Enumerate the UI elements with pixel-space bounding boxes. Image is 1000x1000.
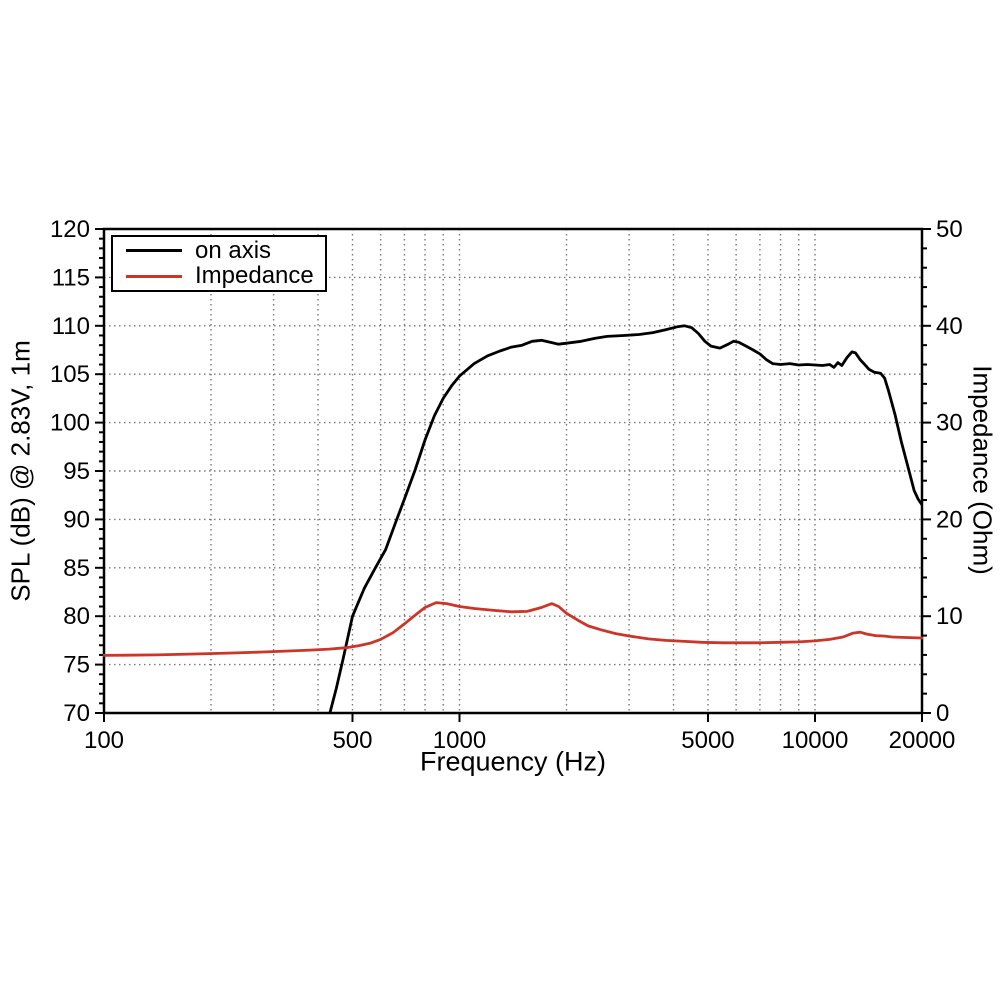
y-right-tick-label: 50 <box>936 216 963 243</box>
y-left-tick-label: 75 <box>63 652 90 679</box>
y-left-tick-label: 115 <box>52 264 90 291</box>
y-left-tick-label: 120 <box>50 216 90 243</box>
y-right-tick-label: 0 <box>936 700 949 727</box>
y-left-tick-label: 105 <box>50 361 90 388</box>
legend-label-on-axis: on axis <box>195 236 272 264</box>
y-axis-title-left: SPL (dB) @ 2.83V, 1m <box>5 340 36 602</box>
y-left-tick-label: 80 <box>63 603 90 630</box>
x-tick-label: 500 <box>332 727 372 754</box>
impedance-curve <box>103 601 923 657</box>
y-right-tick-label: 20 <box>936 506 963 533</box>
y-left-tick-label: 100 <box>50 410 90 437</box>
legend-label-impedance: Impedance <box>195 262 314 290</box>
y-left-tick-label: 70 <box>63 700 90 727</box>
x-tick-label: 20000 <box>889 727 956 754</box>
x-tick-label: 100 <box>84 727 124 754</box>
y-right-tick-label: 30 <box>936 410 963 437</box>
y-left-tick-label: 110 <box>52 313 90 340</box>
y-right-tick-label: 10 <box>936 603 963 630</box>
spl-curve <box>328 324 923 714</box>
legend-item-on-axis: on axis <box>113 236 325 264</box>
legend-item-impedance: Impedance <box>113 264 325 288</box>
x-tick-label: 5000 <box>681 727 734 754</box>
y-left-tick-label: 85 <box>63 555 90 582</box>
x-tick-label: 10000 <box>782 727 849 754</box>
legend: on axis Impedance <box>111 235 327 292</box>
legend-line-sample-impedance <box>126 274 182 278</box>
y-left-tick-label: 90 <box>63 506 90 533</box>
y-right-tick-label: 40 <box>936 313 963 340</box>
x-axis-title: Frequency (Hz) <box>419 746 607 777</box>
y-left-tick-label: 95 <box>63 458 90 485</box>
legend-line-sample-on-axis <box>126 249 182 253</box>
y-axis-title-right: Impedance (Ohm) <box>967 365 998 575</box>
x-tick-label: 1000 <box>433 727 486 754</box>
